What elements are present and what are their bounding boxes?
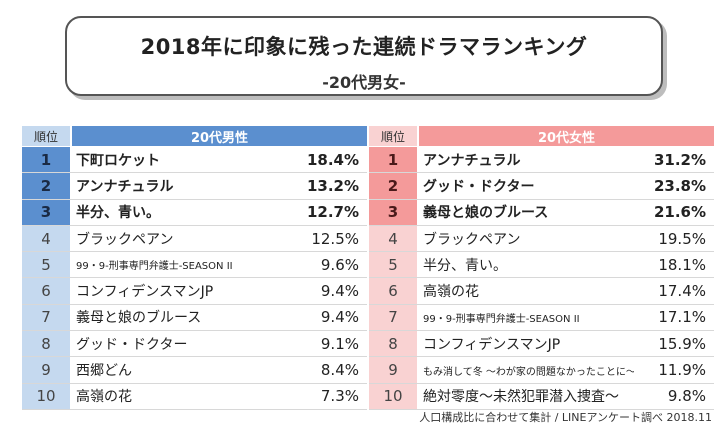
drama-title-cell: ブラックペアン bbox=[76, 231, 174, 248]
rank-cell: 5 bbox=[22, 252, 70, 278]
male-table-header: 順位 20代男性 bbox=[22, 126, 367, 147]
female-table-row: 2 グッド・ドクター 23.8% bbox=[369, 173, 714, 200]
rank-cell: 2 bbox=[22, 173, 70, 199]
drama-title-cell: 半分、青い。 bbox=[423, 257, 507, 274]
rank-cell: 5 bbox=[369, 252, 417, 278]
drama-title-cell: 下町ロケット bbox=[76, 152, 160, 169]
percentage-cell: 19.5% bbox=[658, 229, 706, 248]
drama-title-cell: グッド・ドクター bbox=[76, 336, 188, 353]
drama-title-cell: 義母と娘のブルース bbox=[76, 310, 202, 327]
drama-title-cell: アンナチュラル bbox=[423, 152, 521, 169]
female-table-row: 6 高嶺の花 17.4% bbox=[369, 278, 714, 305]
male-table-row: 10 高嶺の花 7.3% bbox=[22, 383, 367, 410]
chart-title: 2018年に印象に残った連続ドラマランキング bbox=[140, 35, 588, 59]
male-table-row: 9 西郷どん 8.4% bbox=[22, 357, 367, 384]
percentage-cell: 13.2% bbox=[306, 176, 359, 195]
percentage-cell: 7.3% bbox=[320, 387, 359, 406]
rank-cell: 8 bbox=[369, 331, 417, 357]
footnote: 人口構成比に合わせて集計 / LINEアンケート調べ 2018.11 bbox=[419, 411, 712, 424]
percentage-cell: 8.4% bbox=[320, 361, 359, 380]
rank-cell: 7 bbox=[369, 304, 417, 331]
percentage-cell: 9.4% bbox=[320, 282, 359, 301]
male-table-row: 7 義母と娘のブルース 9.4% bbox=[22, 304, 367, 332]
male-table-row: 4 ブラックペアン 12.5% bbox=[22, 225, 367, 253]
percentage-cell: 18.4% bbox=[306, 150, 359, 169]
drama-title-cell: コンフィデンスマンJP bbox=[423, 336, 561, 353]
drama-title-cell: 半分、青い。 bbox=[76, 205, 160, 222]
drama-title-cell: コンフィデンスマンJP bbox=[76, 284, 214, 301]
female-table-row: 9 もみ消して冬 ～わが家の問題なかったことに～ 11.9% bbox=[369, 357, 714, 384]
female-table-row: 3 義母と娘のブルース 21.6% bbox=[369, 199, 714, 226]
female-rows: 1 アンナチュラル 31.2% 2 グッド・ドクター 23.8% 3 義母と娘のブルース 21.… bbox=[369, 147, 714, 410]
drama-title-cell: もみ消して冬 ～わが家の問題なかったことに～ bbox=[423, 366, 634, 378]
percentage-cell: 12.5% bbox=[311, 229, 359, 248]
percentage-cell: 9.4% bbox=[320, 308, 359, 327]
percentage-cell: 18.1% bbox=[658, 255, 706, 274]
male-ranking-table: 順位 20代男性 1 下町ロケット 18.4% 2 アンナチュラル 13.2% 3 半分、青い… bbox=[22, 126, 367, 410]
percentage-cell: 12.7% bbox=[306, 203, 359, 222]
female-table-row: 1 アンナチュラル 31.2% bbox=[369, 147, 714, 174]
rank-column-header: 順位 bbox=[369, 126, 417, 146]
female-table-header: 順位 20代女性 bbox=[369, 126, 714, 147]
drama-title-cell: 義母と娘のブルース bbox=[423, 205, 549, 222]
male-table-row: 8 グッド・ドクター 9.1% bbox=[22, 331, 367, 358]
drama-title-cell: グッド・ドクター bbox=[423, 178, 535, 195]
rank-cell: 6 bbox=[22, 278, 70, 304]
male-table-row: 6 コンフィデンスマンJP 9.4% bbox=[22, 278, 367, 305]
percentage-cell: 21.6% bbox=[653, 203, 706, 222]
percentage-cell: 9.6% bbox=[320, 255, 359, 274]
rank-cell: 1 bbox=[369, 147, 417, 173]
drama-title-cell: 西郷どん bbox=[76, 363, 132, 380]
rank-cell: 10 bbox=[22, 383, 70, 409]
rank-cell: 10 bbox=[369, 383, 417, 409]
female-group-header: 20代女性 bbox=[419, 126, 714, 146]
male-group-header: 20代男性 bbox=[72, 126, 367, 146]
percentage-cell: 9.8% bbox=[667, 387, 706, 406]
percentage-cell: 11.9% bbox=[658, 361, 706, 380]
rank-cell: 9 bbox=[22, 357, 70, 383]
female-table-row: 10 絶対零度～未然犯罪潜入捜査～ 9.8% bbox=[369, 383, 714, 410]
female-table-row: 4 ブラックペアン 19.5% bbox=[369, 225, 714, 253]
male-table-row: 3 半分、青い。 12.7% bbox=[22, 199, 367, 226]
male-table-row: 1 下町ロケット 18.4% bbox=[22, 147, 367, 174]
percentage-cell: 23.8% bbox=[653, 176, 706, 195]
percentage-cell: 31.2% bbox=[653, 150, 706, 169]
rank-cell: 3 bbox=[369, 199, 417, 225]
rank-cell: 9 bbox=[369, 357, 417, 383]
female-ranking-table: 順位 20代女性 1 アンナチュラル 31.2% 2 グッド・ドクター 23.8% 3 義母と… bbox=[369, 126, 714, 410]
male-rows: 1 下町ロケット 18.4% 2 アンナチュラル 13.2% 3 半分、青い。 12.7% 4 ブラ… bbox=[22, 147, 367, 410]
rank-cell: 6 bbox=[369, 278, 417, 304]
percentage-cell: 15.9% bbox=[658, 334, 706, 353]
drama-title-cell: 99・9-刑事専門弁護士-SEASON II bbox=[423, 313, 580, 325]
drama-title-cell: 高嶺の花 bbox=[76, 389, 132, 406]
male-table-row: 2 アンナチュラル 13.2% bbox=[22, 173, 367, 200]
female-table-row: 8 コンフィデンスマンJP 15.9% bbox=[369, 331, 714, 358]
rank-cell: 4 bbox=[22, 225, 70, 252]
drama-title-cell: 99・9-刑事専門弁護士-SEASON II bbox=[76, 261, 233, 273]
percentage-cell: 17.1% bbox=[658, 308, 706, 327]
rank-cell: 8 bbox=[22, 331, 70, 357]
drama-title-cell: 絶対零度～未然犯罪潜入捜査～ bbox=[423, 389, 619, 406]
female-table-row: 7 99・9-刑事専門弁護士-SEASON II 17.1% bbox=[369, 304, 714, 332]
female-table-row: 5 半分、青い。 18.1% bbox=[369, 252, 714, 279]
drama-title-cell: 高嶺の花 bbox=[423, 284, 479, 301]
male-table-row: 5 99・9-刑事専門弁護士-SEASON II 9.6% bbox=[22, 252, 367, 279]
rank-cell: 3 bbox=[22, 199, 70, 225]
percentage-cell: 17.4% bbox=[658, 282, 706, 301]
drama-title-cell: ブラックペアン bbox=[423, 231, 521, 248]
title-box: 2018年に印象に残った連続ドラマランキング -20代男女- bbox=[65, 16, 663, 96]
rank-column-header: 順位 bbox=[22, 126, 70, 146]
rank-cell: 1 bbox=[22, 147, 70, 173]
rank-cell: 7 bbox=[22, 304, 70, 331]
drama-title-cell: アンナチュラル bbox=[76, 178, 174, 195]
percentage-cell: 9.1% bbox=[320, 334, 359, 353]
rank-cell: 4 bbox=[369, 225, 417, 252]
chart-subtitle: -20代男女- bbox=[322, 73, 406, 92]
rank-cell: 2 bbox=[369, 173, 417, 199]
